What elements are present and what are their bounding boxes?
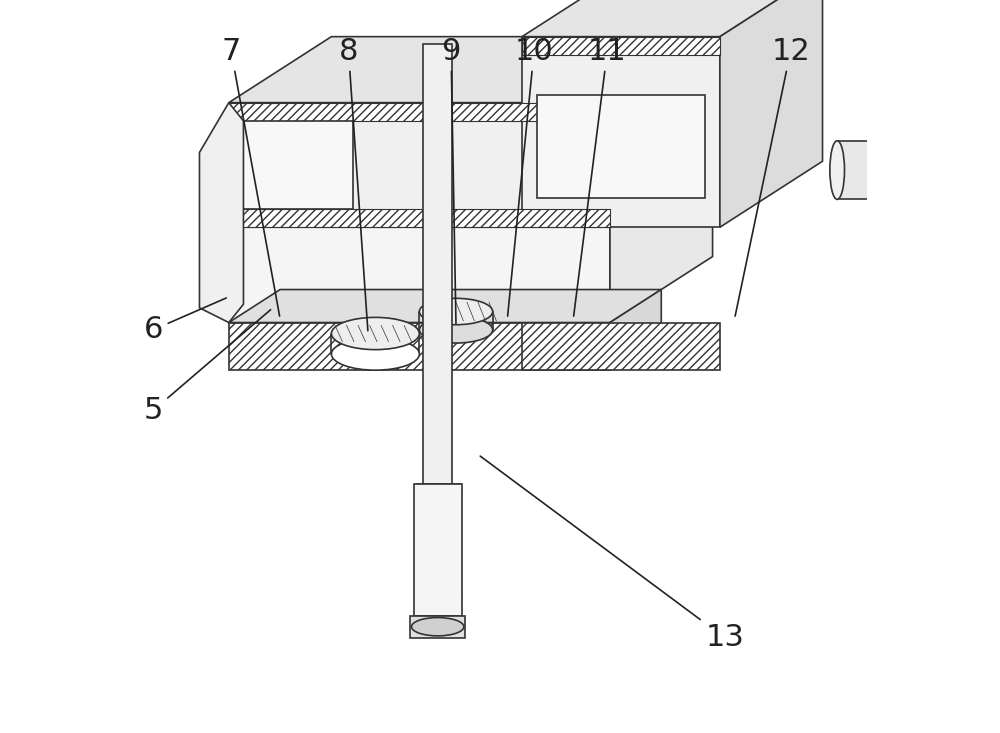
Ellipse shape xyxy=(830,141,845,199)
Text: 6: 6 xyxy=(143,298,226,345)
Text: 10: 10 xyxy=(508,37,553,316)
Text: 8: 8 xyxy=(339,37,368,331)
Text: 11: 11 xyxy=(574,37,627,316)
Polygon shape xyxy=(720,0,823,227)
Polygon shape xyxy=(229,161,713,227)
Polygon shape xyxy=(522,37,720,55)
Polygon shape xyxy=(522,323,720,370)
Ellipse shape xyxy=(906,133,959,207)
Text: 12: 12 xyxy=(735,37,810,316)
Text: 7: 7 xyxy=(221,37,280,316)
Polygon shape xyxy=(423,44,452,513)
Polygon shape xyxy=(837,141,925,199)
Polygon shape xyxy=(243,121,353,209)
Ellipse shape xyxy=(411,617,464,636)
Ellipse shape xyxy=(331,317,419,350)
Text: 9: 9 xyxy=(441,37,461,323)
Polygon shape xyxy=(229,227,610,323)
Text: 13: 13 xyxy=(480,456,744,652)
Polygon shape xyxy=(537,95,705,198)
Ellipse shape xyxy=(331,338,419,370)
Polygon shape xyxy=(229,103,610,121)
Polygon shape xyxy=(229,209,610,227)
Polygon shape xyxy=(229,37,713,103)
Polygon shape xyxy=(199,103,243,323)
Text: 5: 5 xyxy=(143,309,271,425)
Polygon shape xyxy=(229,290,661,323)
Polygon shape xyxy=(416,484,460,513)
Ellipse shape xyxy=(419,298,493,325)
Polygon shape xyxy=(522,0,823,37)
Polygon shape xyxy=(414,484,462,616)
Polygon shape xyxy=(522,37,720,227)
Polygon shape xyxy=(410,616,465,638)
Ellipse shape xyxy=(419,317,493,343)
Polygon shape xyxy=(610,37,713,227)
Polygon shape xyxy=(229,323,610,370)
Polygon shape xyxy=(610,161,713,323)
Polygon shape xyxy=(610,290,661,370)
Polygon shape xyxy=(229,103,610,227)
